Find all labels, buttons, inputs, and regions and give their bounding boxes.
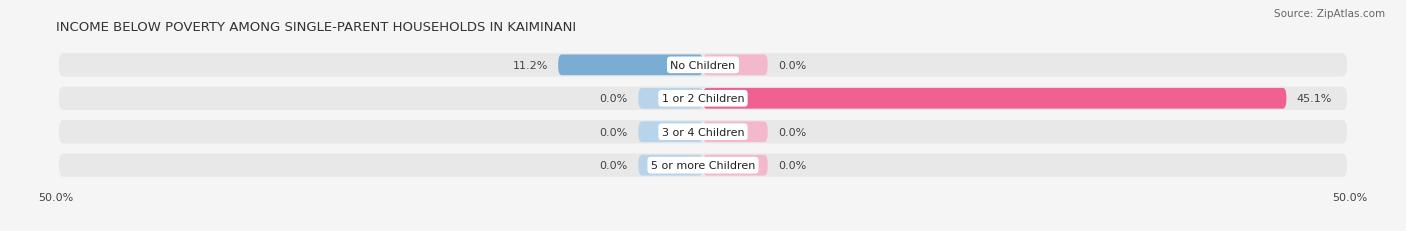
FancyBboxPatch shape [558,55,703,76]
Text: 0.0%: 0.0% [778,61,806,70]
FancyBboxPatch shape [703,88,1286,109]
Text: 0.0%: 0.0% [600,161,628,170]
FancyBboxPatch shape [703,55,768,76]
Text: Source: ZipAtlas.com: Source: ZipAtlas.com [1274,9,1385,19]
Text: INCOME BELOW POVERTY AMONG SINGLE-PARENT HOUSEHOLDS IN KAIMINANI: INCOME BELOW POVERTY AMONG SINGLE-PARENT… [56,21,576,34]
Text: 1 or 2 Children: 1 or 2 Children [662,94,744,104]
FancyBboxPatch shape [638,155,703,176]
FancyBboxPatch shape [638,122,703,143]
Text: 3 or 4 Children: 3 or 4 Children [662,127,744,137]
Text: 11.2%: 11.2% [512,61,548,70]
Text: 0.0%: 0.0% [778,127,806,137]
Text: 0.0%: 0.0% [600,94,628,104]
Text: 45.1%: 45.1% [1296,94,1331,104]
FancyBboxPatch shape [703,122,768,143]
FancyBboxPatch shape [59,87,1347,110]
FancyBboxPatch shape [59,121,1347,144]
Text: 0.0%: 0.0% [600,127,628,137]
FancyBboxPatch shape [59,54,1347,77]
FancyBboxPatch shape [638,88,703,109]
FancyBboxPatch shape [703,155,768,176]
Text: No Children: No Children [671,61,735,70]
Text: 5 or more Children: 5 or more Children [651,161,755,170]
Text: 0.0%: 0.0% [778,161,806,170]
FancyBboxPatch shape [59,154,1347,177]
